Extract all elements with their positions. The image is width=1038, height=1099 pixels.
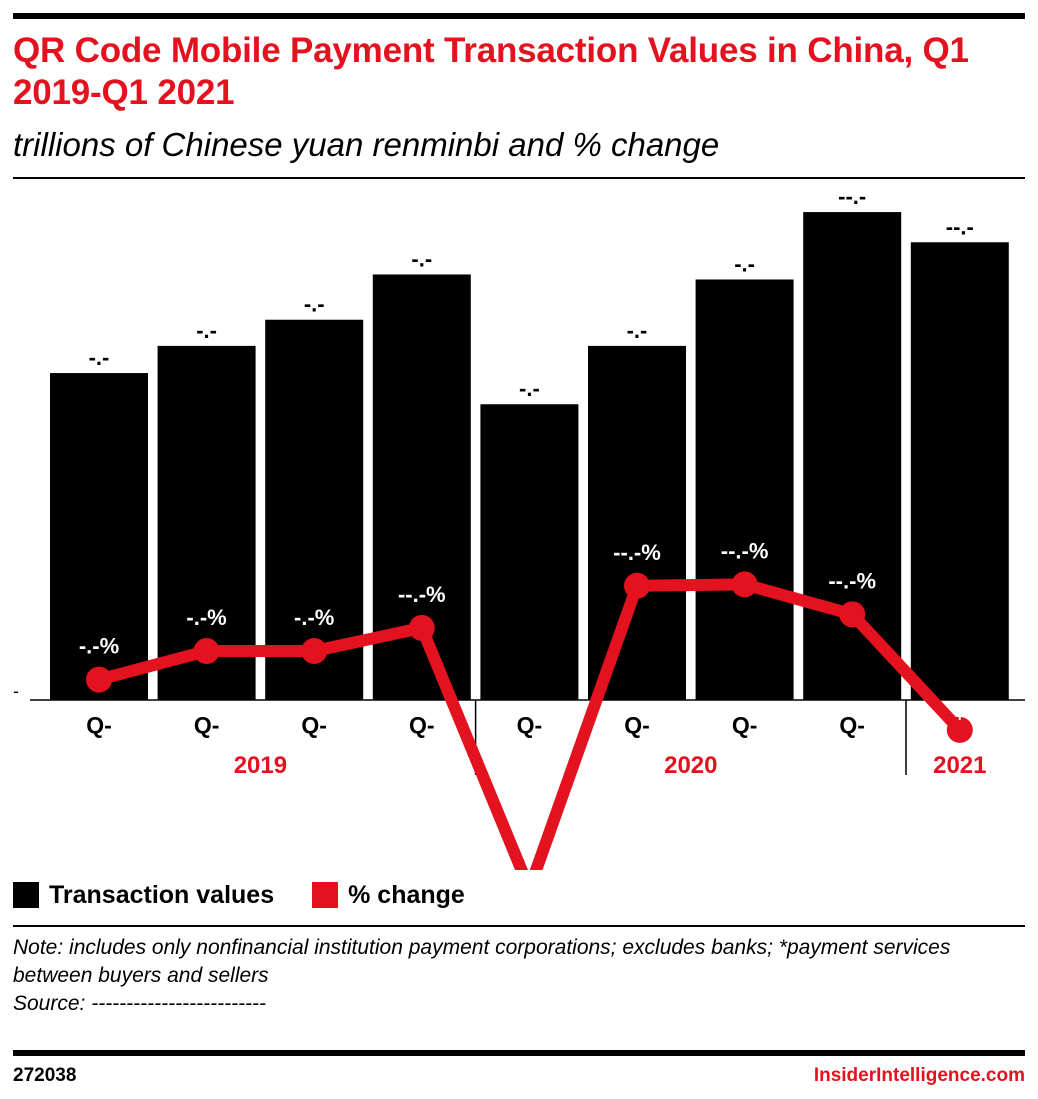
quarter-tick-label: Q- <box>409 712 435 738</box>
bar <box>588 345 686 700</box>
bottom-rule <box>13 1050 1025 1056</box>
pct-change-point <box>839 601 866 628</box>
quarter-tick-label: Q- <box>624 712 650 738</box>
year-label: 2019 <box>234 752 287 779</box>
bar-value-label: -.- <box>304 292 325 317</box>
bar-value-label: --.- <box>838 184 866 209</box>
legend-item-line: % change <box>312 881 465 910</box>
chart-id: 272038 <box>13 1065 77 1086</box>
legend-item-bars: Transaction values <box>13 881 274 910</box>
legend-label-line: % change <box>348 880 465 909</box>
bar <box>910 242 1009 700</box>
top-rule <box>13 13 1025 19</box>
bar <box>480 404 579 700</box>
legend-label-bars: Transaction values <box>49 880 275 909</box>
quarter-tick-label: Q- <box>517 712 543 738</box>
bar-value-label: -.- <box>519 376 540 401</box>
pct-change-point <box>301 638 328 665</box>
quarter-tick-label: Q- <box>732 712 758 738</box>
pct-change-point <box>86 666 112 693</box>
year-label: 2020 <box>664 752 717 779</box>
pct-change-label: -.-% <box>186 605 226 630</box>
pct-change-label: -.-% <box>79 634 119 659</box>
quarter-tick-label: Q- <box>194 712 220 738</box>
pct-change-label: --.-% <box>828 568 876 593</box>
pct-change-label: --.-% <box>613 540 661 565</box>
bar-value-label: -.- <box>627 318 648 343</box>
labels-layer: -.- -.- -.- -.- -.- -.- -.- --.- --.- -.-% -.-% -.-… <box>79 184 984 720</box>
title-divider <box>13 177 1025 179</box>
pct-change-point <box>731 571 758 598</box>
pct-change-label: -.-% <box>294 605 334 630</box>
legend: Transaction values % change <box>13 878 503 912</box>
pct-change-point <box>624 572 650 599</box>
line-layer <box>86 571 973 870</box>
bar-value-label: -.- <box>196 318 217 343</box>
y-axis-tick-label: - <box>13 681 19 701</box>
pct-change-label: --.-% <box>398 582 446 607</box>
pct-change-line <box>93 578 966 870</box>
bar-value-label: --.- <box>946 214 974 239</box>
pct-change-label: --.-% <box>936 677 984 702</box>
bar-value-label: -.- <box>89 345 110 370</box>
bar <box>265 319 364 700</box>
bar <box>50 373 148 700</box>
legend-swatch-line <box>312 882 339 908</box>
chart-title: QR Code Mobile Payment Transaction Value… <box>13 31 969 112</box>
note-divider <box>13 925 1025 927</box>
bar <box>695 279 794 700</box>
quarter-tick-label: Q- <box>86 712 112 738</box>
pct-change-point <box>946 716 973 743</box>
chart-subtitle: trillions of Chinese yuan renminbi and %… <box>13 126 720 163</box>
year-label: 2021 <box>933 752 986 779</box>
quarter-tick-label: Q- <box>839 712 865 738</box>
pct-change-point <box>193 638 220 665</box>
last-quarter-label: Q- <box>942 640 966 665</box>
pct-change-label: --.-% <box>721 538 769 563</box>
bar-value-label: -.- <box>411 246 432 271</box>
quarter-tick-label: Q- <box>301 712 327 738</box>
pct-change-point <box>408 614 435 641</box>
note-text: Note: includes only nonfinancial institu… <box>13 936 951 987</box>
bar-value-label: -.- <box>734 251 755 276</box>
legend-swatch-bars <box>13 882 39 908</box>
source-text: Source: ------------------------- <box>13 992 267 1015</box>
note-block: Note: includes only nonfinancial institu… <box>13 934 1025 1018</box>
brand-name: InsiderIntelligence.com <box>813 1065 1025 1086</box>
